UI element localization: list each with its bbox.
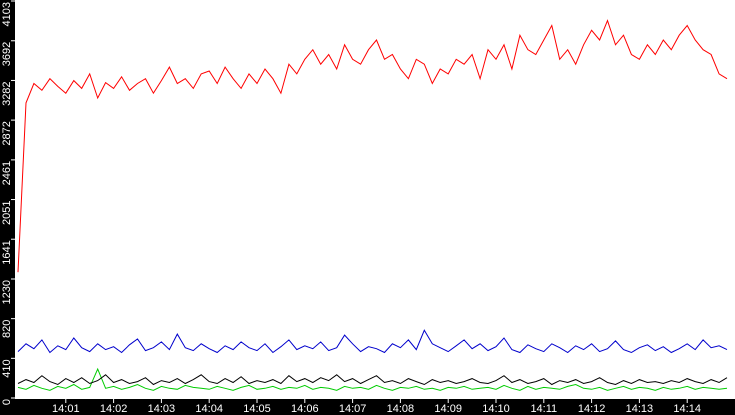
- series-line: [17, 329, 728, 354]
- y-tick-label: 410: [1, 359, 13, 377]
- x-tick-label: 14:09: [434, 403, 462, 415]
- y-tick-label: 2461: [1, 161, 13, 185]
- x-tick-label: 14:12: [578, 403, 606, 415]
- plot-area: [15, 0, 735, 399]
- y-tick-label: 1641: [1, 240, 13, 264]
- x-tick-label: 14:01: [52, 403, 80, 415]
- y-tick-label: 0: [1, 399, 13, 405]
- x-tick-label: 14:07: [339, 403, 367, 415]
- x-tick-label: 14:03: [148, 403, 176, 415]
- x-tick-label: 14:08: [387, 403, 415, 415]
- x-tick-label: 14:11: [530, 403, 557, 415]
- y-tick-label: 3692: [1, 42, 13, 66]
- y-tick-label: 1230: [1, 280, 13, 304]
- x-tick-label: 14:10: [482, 403, 510, 415]
- x-tick-label: 14:13: [626, 403, 654, 415]
- x-tick-label: 14:02: [100, 403, 128, 415]
- series-line: [17, 367, 728, 391]
- y-tick-label: 2051: [1, 201, 13, 225]
- x-axis-strip: [0, 399, 735, 415]
- series-line: [17, 19, 728, 273]
- y-tick-label: 820: [1, 320, 13, 338]
- x-tick-label: 14:04: [195, 403, 223, 415]
- y-tick-label: 3282: [1, 81, 13, 105]
- y-tick-label: 2872: [1, 121, 13, 145]
- x-tick-label: 14:06: [291, 403, 319, 415]
- x-tick-label: 14:05: [243, 403, 271, 415]
- y-axis-strip: [0, 0, 15, 415]
- series-line: [17, 374, 728, 386]
- y-tick-label: 4103: [1, 2, 13, 26]
- x-tick-label: 14:14: [673, 403, 701, 415]
